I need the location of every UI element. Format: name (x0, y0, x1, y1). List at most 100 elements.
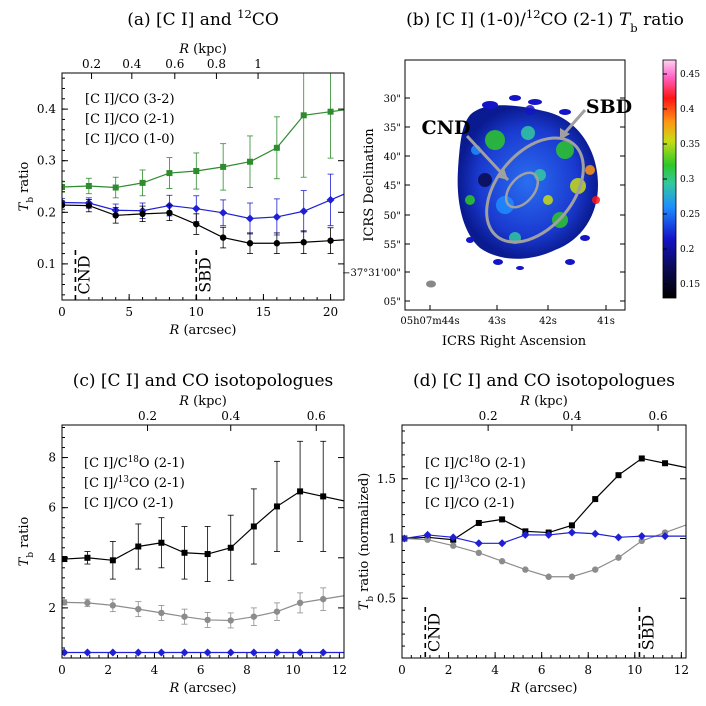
data-point (219, 208, 228, 217)
legend-entry: [C I]/CO (1-0) (85, 132, 175, 147)
sbd-arrowhead (560, 128, 570, 140)
data-point (83, 648, 92, 657)
text-part: ratio (normalized) (357, 473, 372, 596)
emission-spot (496, 196, 514, 214)
x-axis-label: ICRS Right Ascension (442, 334, 587, 349)
text-part: b (26, 197, 36, 203)
x-tick-label: 10 (286, 663, 301, 677)
text-part: [C I]/CO (1-0) (85, 132, 175, 147)
data-point (226, 648, 235, 657)
text-part: O (2-1) (480, 456, 526, 471)
emission-fragment (559, 109, 571, 115)
x-tick-label: 10 (627, 663, 642, 677)
data-point (545, 573, 552, 580)
text-part: R (178, 394, 189, 409)
x-tick-label: 42s (539, 316, 557, 327)
plot-area (402, 455, 686, 580)
data-point (135, 543, 142, 550)
x-tick-label: 12 (332, 663, 347, 677)
data-point (638, 537, 645, 545)
data-point (192, 204, 201, 213)
data-point (424, 536, 431, 543)
data-point (615, 554, 622, 561)
colorbar-tick-label: 0.3 (680, 175, 695, 185)
legend-entry: [C I]/13CO (2-1) (84, 475, 185, 491)
emission-spot (465, 195, 475, 205)
data-point (326, 195, 335, 204)
x-tick-label: 43s (488, 316, 506, 327)
data-point (139, 179, 146, 186)
data-point (592, 566, 599, 573)
top-axis-label: R (kpc) (178, 42, 227, 57)
data-point (157, 648, 166, 657)
plot-frame (61, 424, 345, 659)
text-part: (arcsec) (520, 681, 577, 696)
emission-spot (543, 195, 553, 205)
text-part: 18 (469, 455, 481, 465)
y-tick-label: 1 (388, 532, 396, 546)
y-tick-label: −37°31'00" (342, 268, 401, 279)
emission-spot (478, 173, 492, 187)
text-part: b (366, 596, 376, 602)
top-axis-label: R (kpc) (519, 394, 568, 409)
legend-entry: [C I]/CO (2-1) (84, 496, 174, 511)
x-tick-label: 4 (491, 663, 499, 677)
text-part: (kpc) (530, 394, 568, 409)
region-label-sbd: SBD (638, 615, 657, 651)
data-point (662, 460, 669, 467)
emission-spot (485, 130, 505, 150)
text-part: [C I]/CO (2-1) (85, 112, 175, 127)
data-point (544, 530, 553, 539)
top-tick-label: 0.8 (207, 57, 226, 71)
series (62, 440, 344, 582)
text-part: R (169, 681, 180, 696)
colorbar-tick-label: 0.35 (680, 140, 700, 150)
data-point (592, 496, 599, 503)
data-point (661, 532, 670, 541)
data-point (250, 613, 258, 620)
data-point (250, 523, 257, 530)
data-point (193, 168, 200, 175)
legend-entry: [C I]/CO (3-2) (85, 92, 175, 107)
y-axis-label: Tb ratio (17, 517, 36, 567)
text-part: CO (2-1) (470, 476, 526, 491)
series-line (62, 109, 344, 189)
x-axis-label: R (arcsec) (169, 681, 237, 696)
top-axis-label: R (kpc) (178, 394, 227, 409)
legend-entry: [C I]/C18O (2-1) (425, 455, 526, 471)
data-point (423, 530, 432, 539)
data-point (273, 608, 281, 615)
legend-entry: [C I]/CO (2-1) (85, 112, 175, 127)
series-line (64, 595, 344, 622)
data-point (246, 240, 254, 247)
chart-title: (c) [C I] and CO isotopologues (73, 371, 334, 391)
top-tick-label: 0.2 (479, 409, 498, 423)
text-part: CO (2-1) (541, 10, 619, 30)
x-tick-label: 10 (189, 305, 204, 319)
data-point (327, 237, 334, 244)
data-point (166, 170, 173, 177)
data-point (62, 599, 68, 606)
data-point (112, 184, 119, 191)
x-tick-label: 15 (256, 305, 271, 319)
text-part: b (630, 21, 637, 35)
x-tick-label: 20 (323, 305, 338, 319)
x-tick-label: 8 (243, 663, 251, 677)
data-point (450, 542, 457, 549)
data-point (449, 533, 458, 542)
text-part: (kpc) (189, 42, 227, 57)
text-part: T (357, 600, 372, 610)
data-point (521, 530, 530, 539)
emission-fragment (580, 235, 590, 241)
data-point (273, 240, 281, 247)
emission-fragment (493, 259, 503, 265)
data-point (134, 648, 143, 657)
series (402, 524, 686, 580)
y-axis-label: ICRS Declination (362, 128, 377, 242)
x-tick-label: 2 (104, 663, 112, 677)
y-axis-label: Tb ratio (normalized) (357, 473, 376, 611)
text-part: (d) [C I] and CO isotopologues (413, 371, 675, 391)
data-point (158, 609, 165, 617)
data-point (319, 595, 327, 603)
data-point (320, 493, 327, 500)
